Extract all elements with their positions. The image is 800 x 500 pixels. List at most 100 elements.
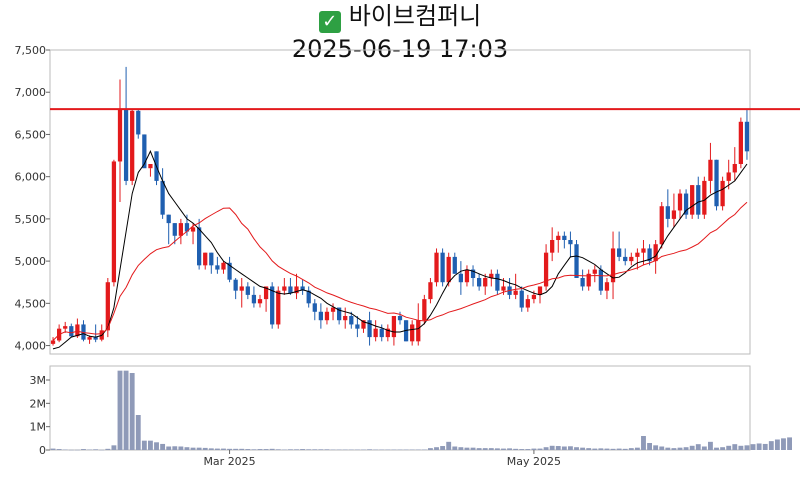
volume-bar: [233, 448, 239, 450]
volume-bar: [281, 449, 287, 451]
volume-bar: [580, 447, 586, 450]
volume-bar: [586, 448, 592, 450]
candle-body: [653, 244, 658, 262]
candle-body: [416, 320, 421, 342]
volume-bar: [81, 449, 86, 450]
volume-bar: [306, 449, 312, 450]
candle-body: [671, 210, 677, 219]
volume-bar: [525, 449, 531, 450]
candle-body: [489, 273, 494, 278]
volume-bar: [227, 448, 232, 450]
volume-bar: [93, 449, 99, 450]
price-tick-label: 5,000: [15, 255, 47, 268]
volume-bar: [574, 447, 579, 450]
volume-bar: [74, 449, 80, 451]
candle-body: [598, 269, 603, 291]
candle-body: [592, 269, 597, 274]
price-panel: [49, 49, 751, 355]
volume-bar: [470, 447, 476, 450]
candle-body: [190, 227, 196, 232]
candle-body: [160, 180, 165, 215]
volume-bar: [762, 443, 768, 450]
price-panel-frame: [49, 49, 751, 355]
candle-body: [50, 340, 56, 344]
candle-body: [233, 279, 238, 291]
candle-body: [580, 278, 585, 287]
candle-body: [197, 227, 202, 266]
candle-body: [550, 240, 555, 253]
candle-body: [245, 286, 250, 295]
volume-bar: [117, 370, 123, 450]
volume-bar: [68, 449, 74, 451]
volume-bar: [428, 448, 433, 450]
candle-body: [665, 206, 670, 219]
volume-bar: [87, 449, 92, 451]
volume-bar: [482, 448, 488, 450]
volume-bar: [141, 440, 147, 450]
volume-bar: [537, 448, 543, 450]
candle-body: [81, 324, 86, 340]
volume-bar: [166, 446, 172, 450]
date-tick-label: Mar 2025: [203, 455, 255, 468]
candle-body: [397, 316, 403, 321]
volume-bar: [689, 445, 695, 450]
volume-bar: [519, 449, 525, 450]
candle-body: [300, 286, 305, 291]
volume-bar: [154, 442, 159, 450]
volume-bar: [628, 448, 634, 450]
candle-body: [355, 324, 360, 329]
volume-bar: [440, 446, 446, 450]
candle-body: [318, 311, 323, 321]
candle-body: [123, 109, 129, 181]
volume-bar: [701, 446, 707, 450]
volume-bar: [324, 449, 330, 450]
candle-body: [69, 326, 74, 337]
volume-bar: [257, 449, 263, 450]
candle-body: [519, 290, 524, 308]
candle-body: [282, 286, 287, 291]
candle-body: [470, 269, 476, 278]
candle-body: [708, 159, 713, 181]
volume-bar: [507, 448, 512, 450]
candle-body: [294, 286, 299, 294]
candle-body: [385, 328, 390, 338]
moving-average-lines: [52, 150, 748, 350]
volume-bar: [476, 448, 482, 450]
volume-tick-label: 2M: [30, 397, 47, 410]
chart-timestamp: 2025-06-19 17:03: [291, 35, 509, 63]
candle-body: [513, 290, 518, 295]
candle-body: [111, 161, 117, 283]
candle-body: [659, 206, 664, 245]
date-tick-label: May 2025: [507, 455, 561, 468]
volume-bar: [616, 448, 622, 450]
chart-title: ✓ 바이브컴퍼니: [0, 0, 800, 33]
volume-bar: [348, 449, 354, 451]
volume-bar: [756, 443, 762, 450]
volume-bar: [610, 448, 616, 450]
candle-body: [586, 273, 591, 287]
candle-body: [525, 299, 530, 308]
volume-bar: [750, 444, 756, 450]
candle-body: [203, 252, 208, 266]
candle-body: [105, 282, 110, 331]
candle-body: [257, 299, 263, 304]
candle-body: [696, 185, 701, 215]
candle-body: [568, 240, 573, 245]
volume-bar: [683, 447, 689, 450]
volume-bar: [330, 449, 336, 451]
volume-bar: [288, 449, 293, 450]
volume-bar: [62, 449, 68, 451]
candle-body: [312, 303, 317, 312]
candle-body: [288, 286, 293, 294]
volume-bar: [549, 445, 555, 450]
volume-bar: [373, 449, 379, 451]
short-moving-average-line: [52, 150, 748, 350]
volume-bar: [202, 447, 208, 450]
volume-bar: [409, 449, 415, 451]
price-tick-label: 7,500: [15, 44, 47, 57]
volume-bar: [135, 415, 141, 450]
volume-bar: [738, 445, 744, 450]
candle-body: [142, 134, 147, 169]
candle-body: [239, 286, 244, 291]
